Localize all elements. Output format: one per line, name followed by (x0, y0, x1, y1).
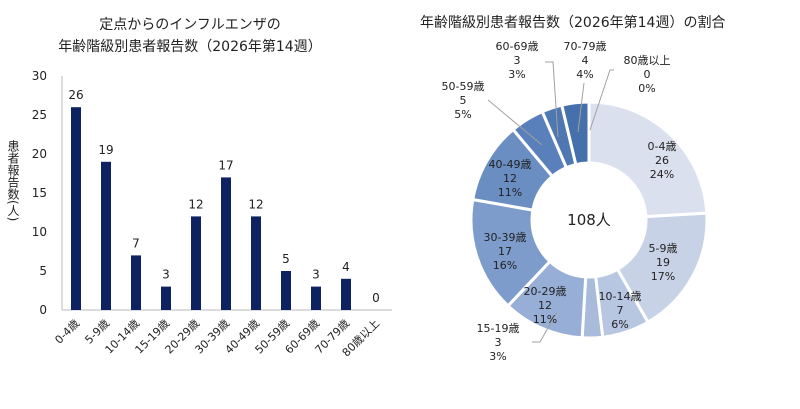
donut-data-label: 10-14歳 7 6% (599, 290, 642, 332)
bar-15-19歳 (161, 286, 171, 310)
bar-data-label: 12 (188, 197, 203, 211)
donut-label-percents: 6% (611, 318, 629, 331)
y-tick-label: 0 (39, 303, 47, 317)
bar-5-9歳 (101, 161, 111, 310)
donut-label-values: 0 (643, 68, 651, 81)
donut-label-values: 3 (494, 336, 502, 349)
donut-label-percents: 4% (576, 68, 594, 81)
bar-50-59歳 (281, 271, 291, 310)
donut-label-values: 12 (538, 299, 552, 312)
donut-data-label: 50-59歳 5 5% (442, 80, 485, 122)
donut-label-categories: 5-9歳 (648, 242, 678, 255)
bar-data-label: 12 (248, 197, 263, 211)
donut-data-label: 40-49歳 12 11% (489, 158, 532, 200)
y-tick-label: 10 (32, 225, 47, 239)
donut-data-label: 5-9歳 19 17% (649, 242, 678, 284)
bar-0-4歳 (71, 107, 81, 310)
bar-data-label: 3 (162, 268, 170, 282)
bar-data-label: 0 (372, 291, 380, 305)
donut-label-categories: 30-39歳 (483, 231, 527, 244)
donut-label-categories: 20-29歳 (523, 285, 567, 298)
y-axis-label: 患者報告数(人) (6, 140, 20, 222)
donut-label-values: 12 (503, 172, 517, 185)
donut-label-categories: 40-49歳 (488, 158, 532, 171)
donut-label-percents: 5% (454, 108, 472, 121)
bar-chart-title: 定点からのインフルエンザの 年齢階級別患者報告数（2026年第14週） (40, 14, 340, 58)
donut-label-percents: 3% (489, 350, 507, 363)
bar-data-label: 17 (218, 158, 233, 172)
donut-label-values: 5 (459, 94, 467, 107)
donut-center-label: 108人 (567, 211, 611, 229)
leader-line (577, 82, 585, 133)
donut-label-percents: 24% (649, 168, 675, 181)
bar-data-label: 5 (282, 252, 290, 266)
donut-data-label: 60-69歳 3 3% (496, 40, 539, 82)
bar-data-label: 4 (342, 260, 350, 274)
y-tick-label: 20 (32, 147, 47, 161)
bar-title-line2: 年齢階級別患者報告数（2026年第14週） (58, 39, 322, 55)
donut-label-categories: 10-14歳 (598, 290, 642, 303)
leader-line (545, 61, 559, 138)
donut-label-percents: 0% (638, 82, 656, 95)
bar-10-14歳 (131, 255, 141, 310)
donut-data-label: 80歳以上 0 0% (624, 54, 671, 96)
bar-data-label: 26 (68, 88, 83, 102)
donut-label-categories: 50-59歳 (441, 80, 485, 93)
donut-label-categories: 0-4歳 (647, 140, 677, 153)
bar-20-29歳 (191, 216, 201, 310)
leader-line (487, 99, 543, 146)
donut-label-values: 26 (655, 154, 669, 167)
bar-data-label: 19 (98, 143, 113, 157)
pie-chart-title: 年齢階級別患者報告数（2026年第14週）の割合 (420, 15, 726, 31)
x-tick-label: 0-4歳 (52, 317, 82, 347)
donut-label-values: 7 (616, 304, 624, 317)
y-tick-label: 5 (39, 264, 47, 278)
bar-70-79歳 (341, 278, 351, 310)
donut-data-label: 70-79歳 4 4% (564, 40, 607, 82)
bar-data-label: 3 (312, 268, 320, 282)
leader-line (532, 311, 558, 343)
y-tick-label: 15 (32, 186, 47, 200)
y-tick-label: 25 (32, 108, 47, 122)
donut-label-categories: 60-69歳 (495, 40, 539, 53)
donut-label-percents: 3% (508, 68, 526, 81)
donut-label-categories: 80歳以上 (623, 54, 671, 67)
donut-data-label: 30-39歳 17 16% (484, 231, 527, 273)
y-tick-label: 30 (32, 69, 47, 83)
donut-slice-0-4歳 (587, 100, 709, 219)
bar-data-label: 7 (132, 236, 140, 250)
donut-label-categories: 70-79歳 (563, 40, 607, 53)
bar-40-49歳 (251, 216, 261, 310)
donut-label-values: 4 (581, 54, 589, 67)
donut-label-values: 17 (498, 245, 512, 258)
donut-label-categories: 15-19歳 (476, 322, 520, 335)
bar-title-line1: 定点からのインフルエンザの (99, 17, 281, 33)
bar-30-39歳 (221, 177, 231, 310)
donut-label-values: 3 (513, 54, 521, 67)
bar-60-69歳 (311, 286, 321, 310)
leader-line (589, 69, 614, 131)
donut-data-label: 15-19歳 3 3% (477, 322, 520, 364)
donut-label-percents: 16% (492, 259, 518, 272)
donut-label-percents: 17% (650, 270, 676, 283)
donut-label-percents: 11% (497, 186, 523, 199)
donut-label-percents: 11% (532, 313, 558, 326)
donut-slice-70-79歳 (559, 100, 591, 167)
donut-label-values: 19 (656, 256, 670, 269)
donut-data-label: 20-29歳 12 11% (524, 285, 567, 327)
donut-data-label: 0-4歳 26 24% (648, 140, 677, 182)
